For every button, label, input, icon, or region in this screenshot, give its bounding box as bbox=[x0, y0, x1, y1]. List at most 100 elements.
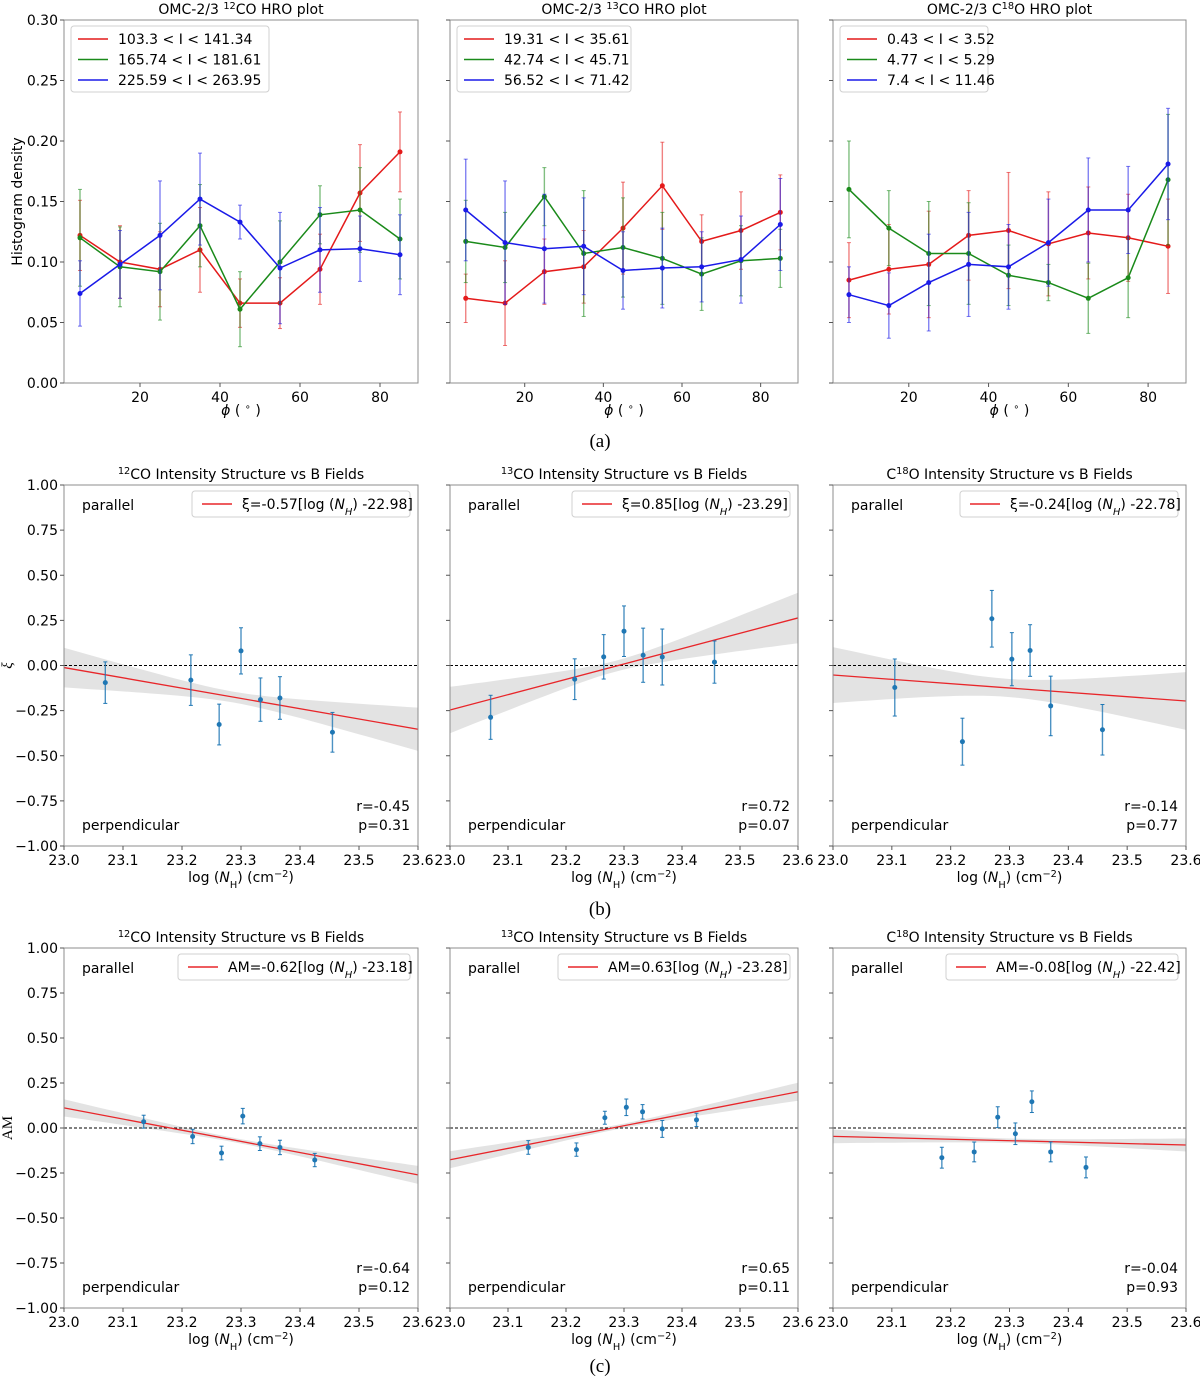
data-point bbox=[659, 265, 665, 271]
data-point bbox=[502, 240, 508, 246]
panel-1: OMC-2/3 12CO HRO plot 103.3 < I < 141.34 1… bbox=[10, 1, 419, 419]
panel-title: 12CO Intensity Structure vs B Fields bbox=[118, 929, 364, 947]
annotation-perpendicular: perpendicular bbox=[82, 1280, 179, 1296]
legend-label: AM=0.63[log (NH) -23.28] bbox=[608, 960, 788, 981]
fit-line bbox=[449, 1091, 799, 1161]
x-tick-label: 23.5 bbox=[1112, 1315, 1143, 1331]
data-point bbox=[257, 697, 263, 703]
x-tick-label: 23.5 bbox=[343, 1315, 374, 1331]
x-tick-label: 23.2 bbox=[935, 1315, 966, 1331]
data-point bbox=[357, 207, 363, 213]
data-point bbox=[117, 261, 123, 267]
annotation-r: r=-0.14 bbox=[1124, 799, 1178, 815]
y-axis-label: AM bbox=[0, 1116, 16, 1140]
data-point bbox=[102, 680, 108, 686]
data-point bbox=[257, 1141, 263, 1147]
data-point bbox=[1006, 264, 1012, 270]
legend-box bbox=[70, 25, 270, 93]
y-tick-label: −1.00 bbox=[15, 1301, 58, 1317]
x-tick-label: 60 bbox=[291, 390, 309, 406]
x-tick-label: 23.0 bbox=[817, 1315, 848, 1331]
x-tick-label: 23.5 bbox=[724, 1315, 755, 1331]
x-tick-label: 23.1 bbox=[492, 853, 523, 869]
legend-label: 56.52 < I < 71.42 bbox=[504, 73, 630, 89]
y-tick-label: 0.15 bbox=[27, 195, 58, 211]
x-axis-label: log (NH) (cm−2) bbox=[571, 1331, 677, 1353]
data-point bbox=[1009, 656, 1015, 662]
x-tick-label: 20 bbox=[516, 390, 534, 406]
data-point bbox=[989, 616, 995, 622]
data-point bbox=[216, 722, 222, 728]
data-point bbox=[1012, 1131, 1018, 1137]
x-tick-label: 23.6 bbox=[782, 853, 813, 869]
legend-label: AM=-0.08[log (NH) -22.42] bbox=[996, 960, 1181, 981]
data-point bbox=[397, 252, 403, 258]
data-point bbox=[846, 292, 852, 298]
data-point bbox=[1125, 275, 1131, 281]
x-tick-label: 23.3 bbox=[608, 1315, 639, 1331]
y-tick-label: 0.25 bbox=[27, 613, 58, 629]
x-tick-label: 80 bbox=[371, 390, 389, 406]
panel-title: 13CO Intensity Structure vs B Fields bbox=[501, 929, 747, 947]
data-point bbox=[699, 264, 705, 270]
y-tick-label: 0.50 bbox=[27, 1031, 58, 1047]
x-tick-label: 23.2 bbox=[550, 853, 581, 869]
data-point bbox=[581, 243, 587, 249]
y-tick-label: 1.00 bbox=[27, 478, 58, 494]
data-point bbox=[1125, 207, 1131, 213]
data-point bbox=[277, 265, 283, 271]
x-tick-label: 20 bbox=[900, 390, 918, 406]
x-axis-label: ϕ ( ∘ ) bbox=[604, 402, 644, 420]
panel-7: 12CO Intensity Structure vs B Fields para… bbox=[0, 929, 434, 1353]
data-point bbox=[240, 1113, 246, 1119]
data-point bbox=[659, 183, 665, 189]
series-3 bbox=[846, 107, 1171, 339]
data-point bbox=[525, 1144, 531, 1150]
annotation-r: r=-0.04 bbox=[1124, 1261, 1178, 1277]
confidence-band bbox=[450, 592, 798, 734]
legend-label: 165.74 < I < 181.61 bbox=[118, 53, 261, 69]
x-tick-label: 23.3 bbox=[225, 1315, 256, 1331]
annotation-r: r=0.65 bbox=[741, 1261, 790, 1277]
figure-caption-a: (a) bbox=[589, 431, 610, 452]
data-point bbox=[892, 685, 898, 691]
legend-box bbox=[959, 490, 1179, 518]
annotation-perpendicular: perpendicular bbox=[468, 818, 565, 834]
data-point bbox=[711, 659, 717, 665]
data-point bbox=[1083, 1164, 1089, 1170]
data-point bbox=[995, 1114, 1001, 1120]
panel-title: 13CO Intensity Structure vs B Fields bbox=[501, 466, 747, 484]
panel-4: 12CO Intensity Structure vs B Fields para… bbox=[0, 466, 434, 891]
data-point bbox=[1048, 703, 1054, 709]
data-point bbox=[1099, 727, 1105, 733]
data-point bbox=[357, 246, 363, 252]
data-point bbox=[939, 1155, 945, 1161]
x-axis-label: ϕ ( ∘ ) bbox=[990, 402, 1030, 420]
panel-title: C18O Intensity Structure vs B Fields bbox=[886, 929, 1132, 947]
x-tick-label: 23.3 bbox=[994, 1315, 1025, 1331]
x-tick-label: 23.2 bbox=[935, 853, 966, 869]
x-tick-label: 40 bbox=[211, 390, 229, 406]
data-point bbox=[602, 1115, 608, 1121]
annotation-r: r=-0.64 bbox=[356, 1261, 410, 1277]
panel-title: OMC-2/3 12CO HRO plot bbox=[158, 1, 324, 19]
x-tick-label: 23.1 bbox=[107, 1315, 138, 1331]
x-tick-label: 23.3 bbox=[225, 853, 256, 869]
data-point bbox=[959, 739, 965, 745]
legend-label: ξ=-0.57[log (NH) -22.98] bbox=[242, 497, 413, 518]
legend-label: 19.31 < I < 35.61 bbox=[504, 32, 630, 48]
data-point bbox=[237, 306, 243, 312]
panel-title: OMC-2/3 C18O HRO plot bbox=[927, 1, 1093, 19]
annotation-parallel: parallel bbox=[468, 961, 520, 977]
x-tick-label: 80 bbox=[752, 390, 770, 406]
legend-label: 225.59 < I < 263.95 bbox=[118, 73, 261, 89]
data-point bbox=[541, 246, 547, 252]
y-tick-label: 0.10 bbox=[27, 255, 58, 271]
y-tick-label: 0.25 bbox=[27, 74, 58, 90]
x-tick-label: 23.5 bbox=[343, 853, 374, 869]
legend-label: 7.4 < I < 11.46 bbox=[887, 73, 995, 89]
data-point bbox=[694, 1117, 699, 1123]
data-point bbox=[926, 280, 932, 286]
annotation-parallel: parallel bbox=[468, 498, 520, 514]
data-point bbox=[886, 225, 892, 231]
